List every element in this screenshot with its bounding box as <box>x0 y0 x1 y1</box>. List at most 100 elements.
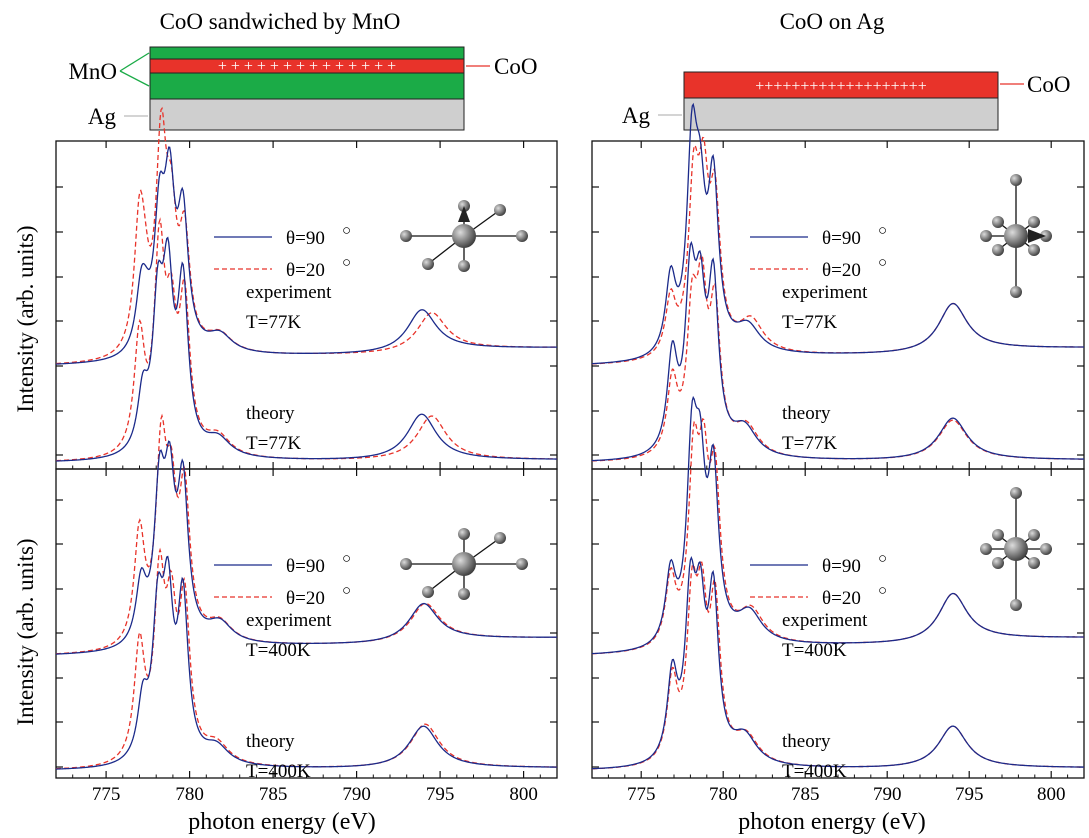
cobalt-atom <box>452 552 476 576</box>
legend-label-theta90: θ=90 <box>286 228 325 249</box>
annotation-experiment-temp: T=400K <box>782 640 847 661</box>
oxygen-atom <box>494 532 506 544</box>
oxygen-atom <box>980 230 992 242</box>
annotation-experiment: experiment <box>782 610 868 631</box>
moment-arrow-icon <box>458 206 470 222</box>
series-theta90-experiment <box>55 146 557 365</box>
x-tick-label: 775 <box>627 784 656 805</box>
moment-arrow-icon <box>1028 229 1046 243</box>
legend-degree: ○ <box>342 255 351 271</box>
annotation-theory-temp: T=77K <box>246 433 301 454</box>
series-theta20-theory <box>55 217 558 462</box>
ylabel-bottom: Intensity (arb. units) <box>13 538 38 725</box>
oxygen-atom <box>1010 286 1022 298</box>
x-tick-label: 785 <box>791 784 820 805</box>
annotation-experiment-temp: T=400K <box>246 640 311 661</box>
series-theta90-theory <box>55 236 558 462</box>
legend-degree: ○ <box>878 583 887 599</box>
annotation-experiment: experiment <box>782 282 868 303</box>
ag-substrate-right <box>683 97 999 131</box>
annotation-theory-temp: T=77K <box>782 433 837 454</box>
right-title: CoO on Ag <box>780 9 885 34</box>
series-theta90-theory <box>55 555 558 770</box>
panel-1-0: θ=90 ○ θ=20 ○ experiment T=77K theory T=77K <box>591 102 1085 470</box>
oxygen-atom <box>1010 487 1022 499</box>
annotation-theory: theory <box>246 731 295 752</box>
annotation-experiment-temp: T=77K <box>782 312 837 333</box>
legend-label-theta90: θ=90 <box>822 556 861 577</box>
legend-label-theta20: θ=20 <box>286 588 325 609</box>
annotation-theory: theory <box>782 403 831 424</box>
x-tick-label: 790 <box>873 784 902 805</box>
x-tick-label: 800 <box>1037 784 1066 805</box>
oxygen-atom <box>992 216 1004 228</box>
legend-label-theta20: θ=20 <box>822 260 861 281</box>
legend-degree: ○ <box>878 223 887 239</box>
legend-degree: ○ <box>878 551 887 567</box>
panel-1-1: 775 780 785 790 795 800 θ=90 ○ θ=20 ○ experiment T=… <box>591 395 1085 805</box>
legend-degree: ○ <box>342 223 351 239</box>
x-tick-label: 790 <box>342 784 371 805</box>
annotation-theory: theory <box>782 731 831 752</box>
x-tick-label: 775 <box>92 784 121 805</box>
cobalt-atom <box>1004 537 1028 561</box>
x-tick-label: 780 <box>709 784 738 805</box>
oxygen-atom <box>458 260 470 272</box>
oxygen-atom <box>980 543 992 555</box>
legend-degree: ○ <box>342 583 351 599</box>
oxygen-atom <box>1028 529 1040 541</box>
oxygen-atom <box>400 558 412 570</box>
annotation-experiment-temp: T=77K <box>246 312 301 333</box>
oxygen-atom <box>992 244 1004 256</box>
annotation-theory-temp: T=400K <box>246 761 311 782</box>
legend-degree: ○ <box>342 551 351 567</box>
oxygen-atom <box>422 258 434 270</box>
coo-label-right: CoO <box>1027 72 1070 97</box>
ag-label-left: Ag <box>88 104 117 129</box>
mno-label: MnO <box>68 59 117 84</box>
oxygen-atom <box>1028 557 1040 569</box>
xlabel-right: photon energy (eV) <box>738 809 926 835</box>
coo-label-left: CoO <box>494 54 537 79</box>
left-layer-schematic: + + + + + + + + + + + + + + MnO Ag CoO <box>68 46 537 131</box>
oxygen-atom <box>1028 216 1040 228</box>
annotation-experiment: experiment <box>246 282 332 303</box>
oxygen-atom <box>1010 599 1022 611</box>
coo-layer-ag <box>683 71 999 99</box>
annotation-theory: theory <box>246 403 295 424</box>
series-theta90-theory <box>591 556 1085 770</box>
series-theta90-experiment <box>55 440 557 655</box>
panel-0-0: θ=90 ○ θ=20 ○ experiment T=77K theory T=77K <box>55 106 558 470</box>
oxygen-atom <box>494 204 506 216</box>
x-tick-label: 800 <box>509 784 538 805</box>
oxygen-atom <box>400 230 412 242</box>
oxygen-atom <box>516 230 528 242</box>
series-theta20-experiment <box>591 136 1085 365</box>
series-theta90-experiment <box>591 102 1084 365</box>
left-title: CoO sandwiched by MnO <box>160 9 401 34</box>
x-tick-label: 795 <box>955 784 984 805</box>
annotation-theory-temp: T=400K <box>782 761 847 782</box>
right-layer-schematic: +++++++++++++++++++ Ag CoO <box>622 71 1070 131</box>
spin-marks: + + + + + + + + + + + + + + <box>218 58 396 75</box>
panel-0-1: 775 780 785 790 795 800 θ=90 ○ θ=20 ○ experiment T=… <box>55 413 558 805</box>
mno-bottom-layer <box>149 72 465 100</box>
x-tick-label: 780 <box>175 784 204 805</box>
xlabel-left: photon energy (eV) <box>188 809 376 835</box>
annotation-experiment: experiment <box>246 610 332 631</box>
oxygen-atom <box>458 588 470 600</box>
legend-label-theta90: θ=90 <box>286 556 325 577</box>
x-tick-label: 785 <box>259 784 288 805</box>
oxygen-atom <box>1040 543 1052 555</box>
x-tick-label: 795 <box>426 784 455 805</box>
oxygen-atom <box>516 558 528 570</box>
legend-degree: ○ <box>878 255 887 271</box>
spin-marks-ag: +++++++++++++++++++ <box>755 78 926 95</box>
ag-substrate <box>149 98 465 131</box>
oxygen-atom <box>1010 174 1022 186</box>
mno-leader-top <box>119 52 150 72</box>
series-theta90-experiment <box>591 395 1084 655</box>
series-theta90-theory <box>591 240 1085 462</box>
